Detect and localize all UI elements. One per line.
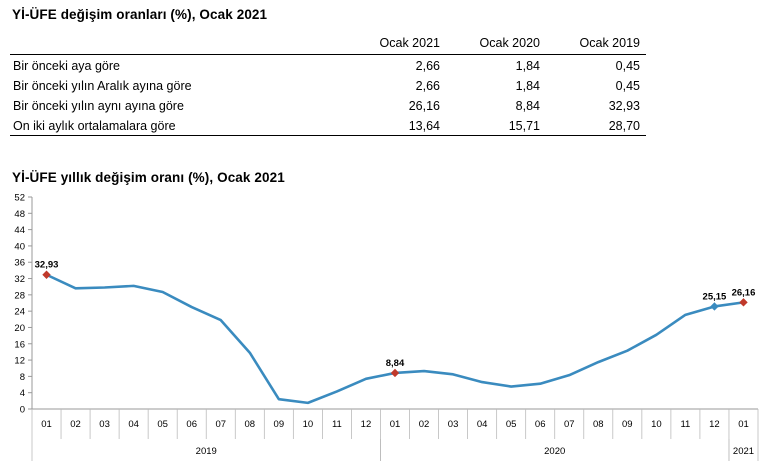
y-tick-label: 4 [20,388,25,399]
y-tick-label: 32 [14,274,25,285]
x-tick-label: 03 [99,419,110,430]
table-title: Yİ-ÜFE değişim oranları (%), Ocak 2021 [12,7,268,22]
table-cell: 1,84 [515,58,540,73]
x-tick-label: 12 [361,419,372,430]
series-line [45,273,745,405]
x-tick-label: 01 [41,419,52,430]
x-tick-label: 12 [709,419,720,430]
x-tick-label: 10 [651,419,662,430]
y-tick-label: 40 [14,241,25,252]
x-tick-label: 11 [332,419,342,430]
x-tick-label: 08 [593,419,604,430]
table-row: On iki aylık ortalamalara göre 13,64 15,… [10,115,646,136]
x-tick-label: 06 [186,419,197,430]
x-tick-label: 11 [680,419,690,430]
data-point-marker [710,302,719,311]
chart-title: Yİ-ÜFE yıllık değişim oranı (%), Ocak 20… [12,170,285,185]
row-label: Bir önceki aya göre [13,58,121,73]
header-blank [10,32,346,55]
x-tick-label: 10 [303,419,314,430]
y-tick-label: 36 [14,258,25,269]
data-label: 26,16 [732,287,756,298]
y-tick-label: 24 [14,307,25,318]
data-label: 8,84 [386,358,405,369]
table-cell: 13,64 [346,115,446,136]
table-cell: 0,45 [615,78,640,93]
column-header: Ocak 2021 [346,32,446,55]
table-cell: 2,66 [415,58,440,73]
y-tick-label: 12 [14,356,25,367]
data-label: 32,93 [35,260,59,271]
x-tick-label: 01 [738,419,749,430]
table-header-row: Ocak 2021 Ocak 2020 Ocak 2019 [10,32,646,55]
stats-table: Ocak 2021 Ocak 2020 Ocak 2019 Bir önceki… [10,32,646,136]
y-tick-label: 16 [14,339,25,350]
table-row: Bir önceki aya göre 2,66 1,84 0,45 [10,55,646,76]
data-label: 25,15 [703,291,727,302]
year-label: 2020 [544,446,565,457]
row-label: Bir önceki yılın aynı ayına göre [13,98,184,113]
x-tick-label: 02 [70,419,81,430]
table-cell: 1,84 [515,78,540,93]
table-cell: 2,66 [415,78,440,93]
x-tick-label: 09 [622,419,633,430]
table-cell: 26,16 [408,98,440,113]
x-tick-label: 08 [245,419,256,430]
x-tick-label: 01 [390,419,401,430]
y-tick-label: 52 [14,193,25,204]
data-point-marker [42,270,51,279]
table-row: Bir önceki yılın aynı ayına göre 26,16 8… [10,95,646,115]
x-tick-label: 07 [564,419,575,430]
table-cell: 15,71 [446,115,546,136]
table-cell: 28,70 [546,115,646,136]
x-tick-label: 04 [477,419,488,430]
x-tick-label: 09 [274,419,285,430]
y-tick-label: 8 [20,372,25,383]
year-label: 2019 [196,446,217,457]
x-tick-label: 06 [535,419,546,430]
y-tick-label: 20 [14,323,25,334]
x-tick-label: 02 [419,419,430,430]
x-tick-label: 03 [448,419,459,430]
y-tick-label: 44 [14,225,25,236]
table-cell: 0,45 [615,58,640,73]
column-header: Ocak 2019 [546,32,646,55]
row-label: On iki aylık ortalamalara göre [10,115,346,136]
row-label: Bir önceki yılın Aralık ayına göre [13,78,192,93]
data-point-marker [390,368,400,378]
table-row: Bir önceki yılın Aralık ayına göre 2,66 … [10,75,646,95]
x-tick-label: 05 [506,419,517,430]
y-tick-label: 28 [14,290,25,301]
x-tick-label: 04 [128,419,139,430]
table-cell: 32,93 [608,98,640,113]
y-tick-label: 48 [14,209,25,220]
data-point-marker [739,298,748,307]
table-cell: 8,84 [515,98,540,113]
column-header: Ocak 2020 [446,32,546,55]
x-tick-label: 05 [157,419,168,430]
x-tick-label: 07 [215,419,226,430]
y-tick-label: 0 [20,405,25,416]
year-label: 2021 [733,446,754,457]
